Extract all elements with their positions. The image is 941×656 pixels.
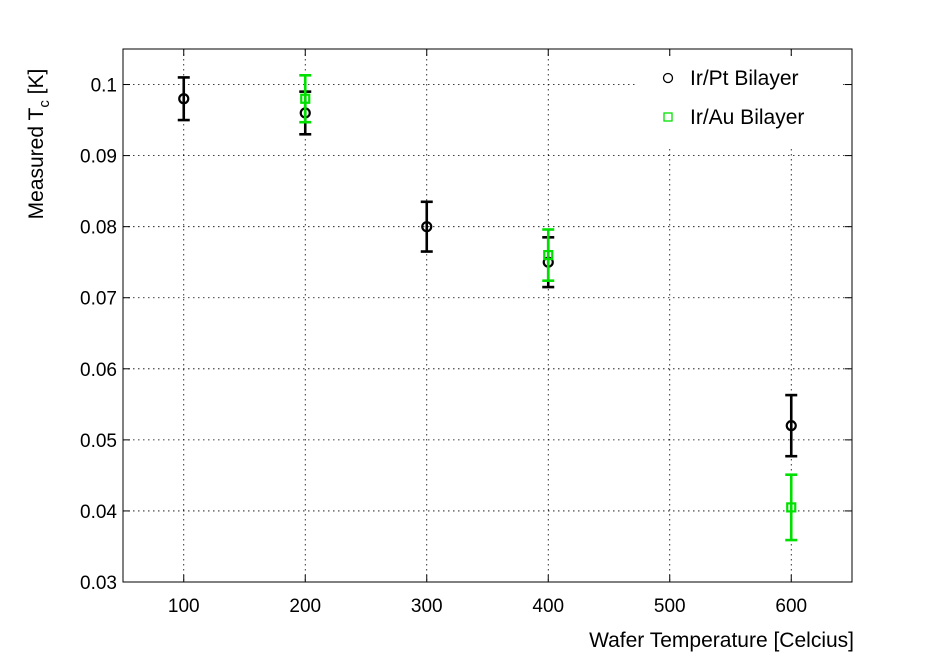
error-bar [785,393,798,458]
x-tick-labels: 100 200 300 400 500 600 [168,596,807,617]
y-tick-label: 0.07 [80,289,117,310]
y-axis-label: Measured Tc [K] [25,69,53,220]
x-tick-label: 200 [289,596,321,617]
legend-box [637,57,842,149]
y-tick-labels: 0.03 0.04 0.05 0.06 0.07 0.08 0.09 0.1 [80,76,117,594]
error-bar [785,473,798,542]
data-point-square [543,249,554,261]
axis-ticks [123,49,852,583]
legend-marker-circle [662,72,674,84]
y-tick-label: 0.1 [91,76,117,97]
legend-label-ir-au: Ir/Au Bilayer [690,106,804,129]
y-tick-label: 0.06 [80,360,117,381]
data-point-circle [421,221,433,233]
error-bar [420,200,433,253]
data-point-circle [785,420,797,432]
legend: Ir/Pt Bilayer Ir/Au Bilayer [637,57,842,149]
x-axis-label: Wafer Temperature [Celcius] [589,629,854,652]
y-tick-label: 0.04 [80,502,117,523]
error-bar [177,76,190,122]
legend-marker-square [663,112,673,122]
y-tick-label: 0.03 [80,573,117,594]
data-series [177,73,798,542]
x-tick-label: 300 [411,596,443,617]
x-tick-label: 400 [532,596,564,617]
y-axis-label-unit: [K] [25,69,48,101]
y-tick-label: 0.09 [80,147,117,168]
data-point-square [786,502,797,513]
y-axis-label-main: Measured T [25,108,48,220]
data-point-square [300,93,311,104]
plot-area-frame [122,48,853,583]
legend-entry-ir-pt: Ir/Pt Bilayer [662,67,799,90]
error-bar [299,73,312,124]
x-tick-label: 600 [775,596,807,617]
legend-label-ir-pt: Ir/Pt Bilayer [690,67,799,90]
x-tick-label: 500 [654,596,686,617]
y-axis-label-subscript: c [36,100,53,108]
error-bar [542,228,555,282]
y-tick-label: 0.08 [80,218,117,239]
legend-entry-ir-au: Ir/Au Bilayer [663,106,804,129]
series-ir-au [299,73,798,542]
y-tick-label: 0.05 [80,431,117,452]
data-point-circle [178,93,190,105]
x-tick-label: 100 [168,596,200,617]
